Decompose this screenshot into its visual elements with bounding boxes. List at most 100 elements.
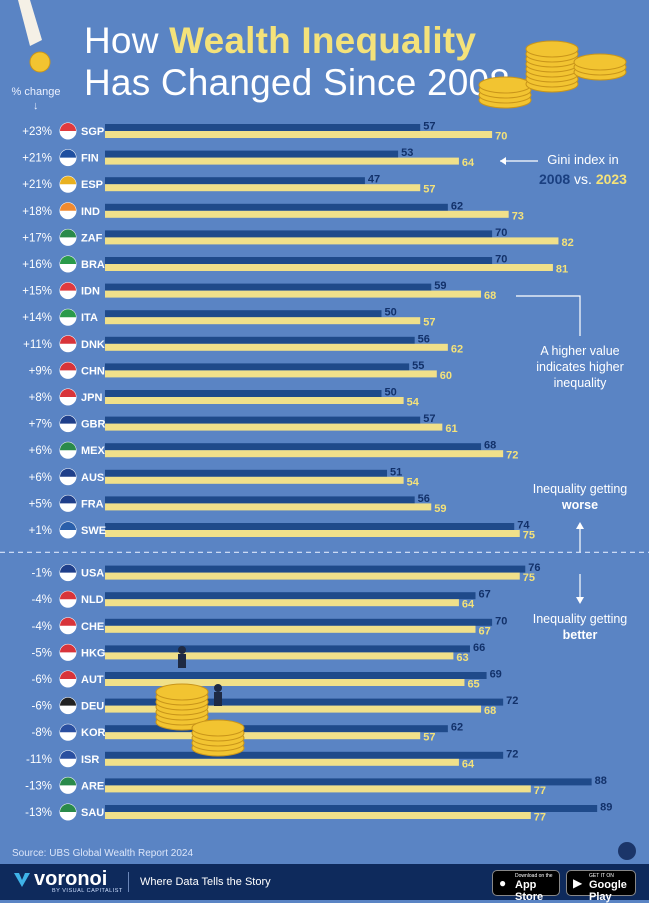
page-title: How Wealth Inequality Has Changed Since … [84,20,511,103]
pct-change-label: +6% [29,445,52,457]
value-label-2008: 50 [385,387,397,399]
bar-2023 [105,476,404,484]
value-label-2023: 57 [423,184,435,196]
flag-chn-icon [59,361,77,379]
country-code: CHE [81,621,104,633]
pct-change-label: -8% [32,727,52,739]
country-code: FIN [81,153,99,165]
value-label-2008: 70 [495,615,507,627]
pct-change-label: +5% [29,498,52,510]
value-label-2008: 57 [423,121,435,133]
coin-stack-icon [525,40,579,93]
country-code: ARE [81,780,104,792]
pct-change-label: +1% [29,525,52,537]
value-label-2023: 82 [561,237,573,249]
voronoi-logo[interactable]: voronoi [34,868,108,890]
bar-2023 [105,679,465,686]
flag-usa-icon [59,564,77,582]
pct-change-label: +6% [29,472,52,484]
bar-2023 [105,210,509,218]
app-store-button[interactable]: ● Download on the App Store [492,870,560,903]
value-label-2008: 89 [600,802,612,814]
value-label-2008: 56 [418,493,430,505]
value-label-2008: 72 [506,695,518,707]
flag-are-icon [59,776,77,794]
value-label-2008: 67 [479,589,491,601]
country-code: USA [81,568,104,580]
flag-fin-icon [59,149,77,167]
country-code: IND [81,206,100,218]
source-note: Source: UBS Global Wealth Report 2024 [12,848,194,859]
value-label-2023: 60 [440,370,452,382]
bar-2023 [105,317,421,325]
value-label-2008: 69 [490,669,502,681]
title-highlight: Wealth Inequality [169,20,477,61]
pct-change-label: -6% [32,701,52,713]
apple-icon: ● [499,876,507,890]
bar-2008 [105,523,515,530]
bar-2023 [105,625,476,633]
bar-2008 [105,390,382,397]
country-code: ZAF [81,232,103,244]
country-code: DEU [81,701,104,713]
coin-stack-icon [155,683,209,731]
pct-change-header: % change [11,86,61,98]
bar-2008 [105,751,504,759]
pct-change-label: +16% [22,259,52,271]
worse-arrow-icon [576,522,584,529]
pct-change-label: +14% [22,312,52,324]
flag-sau-icon [59,803,77,821]
voronoi-mark-icon [618,842,636,860]
gini-arrow-icon [500,157,506,165]
value-label-2023: 75 [523,530,535,542]
worse-note: Inequality getting worse [532,482,628,512]
bar-2023 [105,758,459,766]
value-label-2023: 67 [479,625,491,637]
value-label-2008: 70 [495,227,507,239]
title-line2: Has Changed Since 2008 [84,62,511,103]
bar-2023 [105,343,448,351]
person-body [214,692,222,706]
flag-swe-icon [59,521,77,539]
country-code: AUT [81,674,104,686]
value-label-2008: 66 [473,642,485,654]
pct-change-label: +11% [23,339,52,351]
value-label-2023: 75 [523,572,535,584]
bar-2008 [105,177,365,185]
country-code: ITA [81,312,98,324]
value-label-2008: 53 [401,147,413,159]
bar-2023 [105,184,421,192]
bar-2008 [105,150,399,158]
value-label-2023: 54 [407,476,420,488]
bar-2023 [105,450,504,458]
pct-change-label: -4% [32,594,52,606]
value-label-2008: 76 [528,562,540,574]
play-icon: ▶ [573,876,583,890]
bar-2008 [105,778,592,786]
country-code: CHN [81,365,105,377]
voronoi-logo-icon [14,873,30,887]
google-play-button[interactable]: ▶ GET IT ON Google Play [566,870,636,903]
value-label-2008: 55 [412,360,424,372]
bar-2008 [105,469,388,477]
value-label-2023: 68 [484,705,496,717]
bar-2008 [105,283,432,291]
value-label-2008: 62 [451,722,463,734]
value-label-2023: 63 [456,652,468,664]
country-code: KOR [81,727,106,739]
country-code: DNK [81,339,105,351]
pct-change-label: -4% [32,621,52,633]
value-label-2008: 59 [434,280,446,292]
bar-2008 [105,618,493,626]
pct-change-label: +15% [22,286,52,298]
value-label-2023: 68 [484,290,496,302]
value-label-2008: 50 [385,307,397,319]
pct-change-label: -11% [26,754,52,766]
pct-change-label: +17% [22,232,52,244]
flag-zaf-icon [59,228,77,246]
pct-change-label: +9% [29,365,52,377]
bar-2023 [105,131,493,138]
bar-2023 [105,264,553,271]
bar-2023 [105,652,454,660]
